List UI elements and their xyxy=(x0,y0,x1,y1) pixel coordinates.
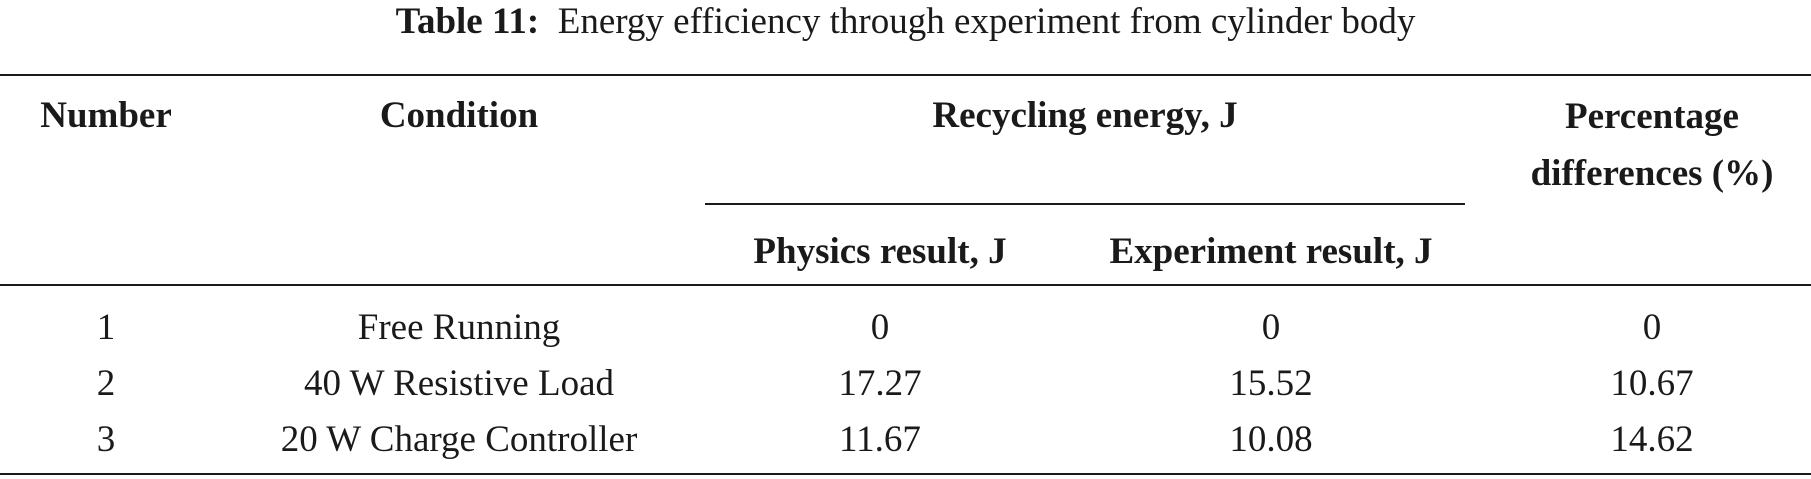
top-rule xyxy=(0,74,1811,76)
table-cell: 0 xyxy=(870,307,890,348)
caption-label: Table 11: xyxy=(395,1,540,42)
table-cell: 10.08 xyxy=(1229,419,1313,460)
table-cell: 17.27 xyxy=(838,363,922,404)
table-caption: Table 11: Energy efficiency through expe… xyxy=(0,0,1811,44)
table-cell: 15.52 xyxy=(1229,363,1313,404)
header-cell: Percentage differences (%) xyxy=(1530,96,1774,194)
bottom-rule xyxy=(0,473,1811,475)
header-cell: Physics result, J xyxy=(753,231,1007,272)
table-cell: 0 xyxy=(1261,307,1281,348)
header-cell: Number xyxy=(40,95,172,136)
caption-text: Energy efficiency through experiment fro… xyxy=(557,1,1416,42)
table-cell: 0 xyxy=(1642,307,1662,348)
group-rule xyxy=(705,203,1465,205)
table-cell: 14.62 xyxy=(1610,419,1694,460)
table-cell: 11.67 xyxy=(839,419,921,460)
table-cell: 10.67 xyxy=(1610,363,1694,404)
table-cell: 3 xyxy=(96,419,116,460)
header-rule xyxy=(0,284,1811,286)
table-cell: 20 W Charge Controller xyxy=(280,419,638,460)
table-cell: 1 xyxy=(96,307,116,348)
table-cell: Free Running xyxy=(357,307,561,348)
table-cell: 40 W Resistive Load xyxy=(303,363,615,404)
header-cell: Experiment result, J xyxy=(1109,231,1433,272)
header-cell: Recycling energy, J xyxy=(932,95,1238,136)
header-cell: Condition xyxy=(379,95,539,136)
table-cell: 2 xyxy=(96,363,116,404)
